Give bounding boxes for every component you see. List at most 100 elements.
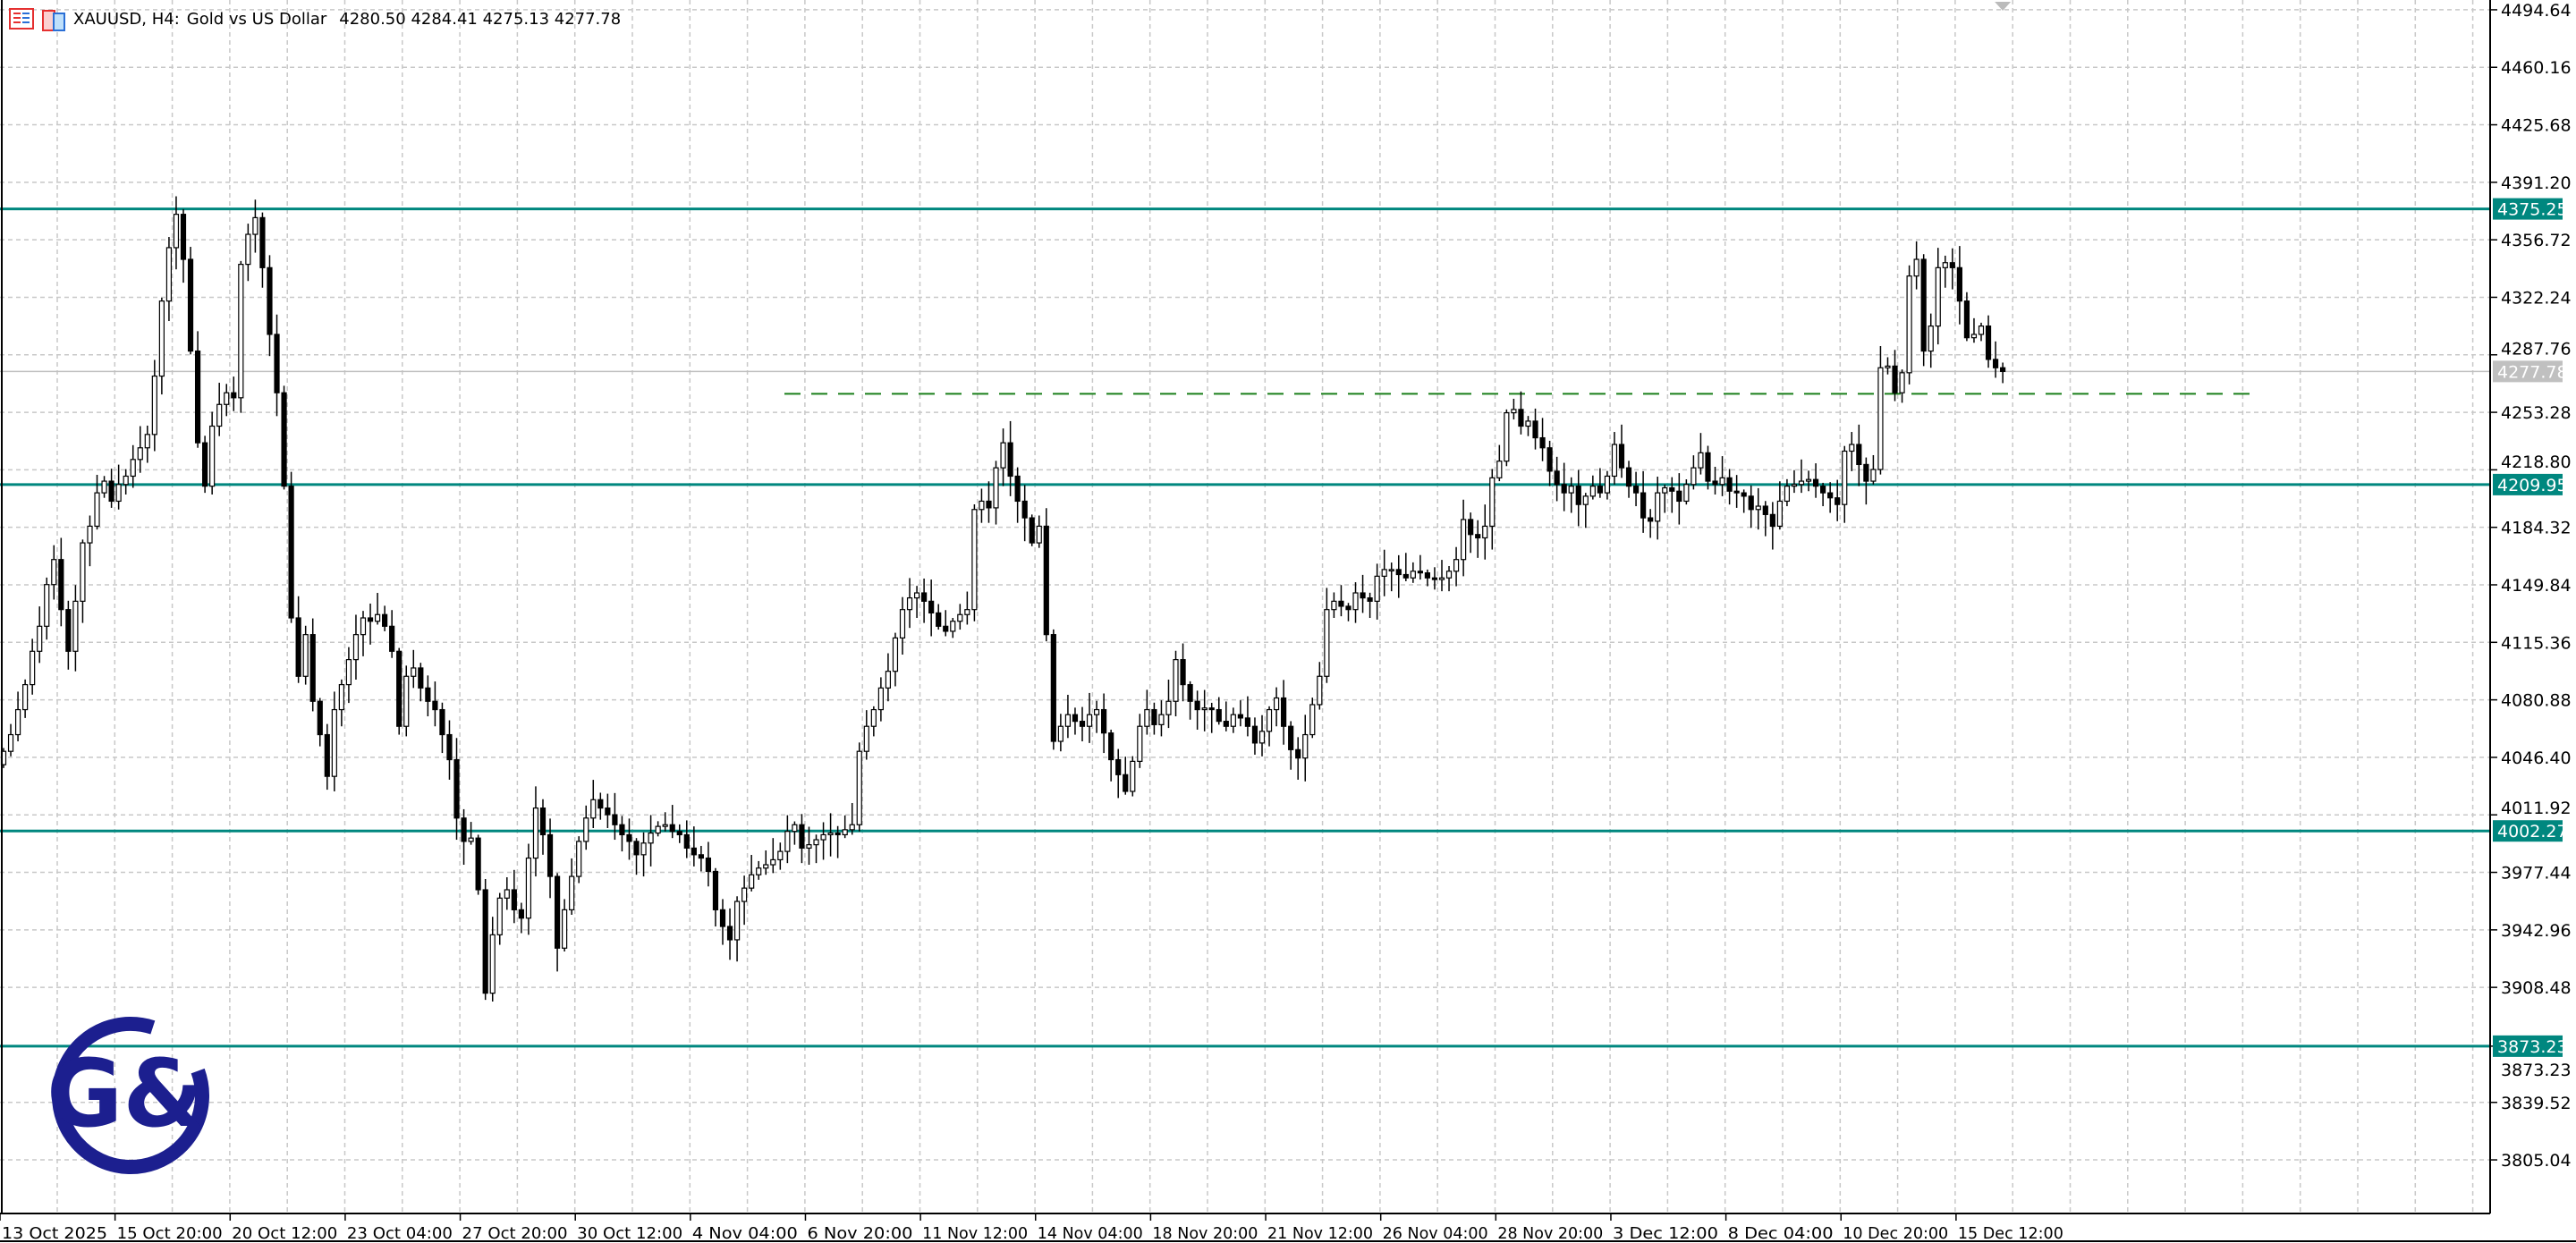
- candle-bearish: [461, 817, 467, 842]
- candle-bullish: [655, 825, 661, 834]
- candle-bullish: [1137, 725, 1143, 762]
- candle-bullish: [1165, 700, 1172, 715]
- candle-bullish: [1273, 697, 1280, 711]
- x-tick-label: 28 Nov 20:00: [1497, 1224, 1603, 1243]
- candle-bearish: [202, 442, 208, 487]
- candle-bullish: [173, 214, 180, 249]
- x-tick-label: 3 Dec 12:00: [1613, 1224, 1718, 1243]
- candle-bullish: [374, 613, 381, 622]
- candles: [0, 196, 2006, 1002]
- candle-bullish: [770, 858, 776, 866]
- y-tick-label: 4046.40: [2501, 748, 2572, 768]
- candle-bullish: [411, 667, 417, 677]
- candle-bearish: [1014, 475, 1021, 503]
- candle-bearish: [1640, 492, 1647, 519]
- x-tick-label: 6 Nov 20:00: [807, 1224, 912, 1243]
- candle-bearish: [58, 559, 64, 611]
- candle-bullish: [525, 857, 532, 919]
- candle-bearish: [108, 480, 114, 503]
- candle-bullish: [784, 831, 791, 852]
- candle-bearish: [382, 613, 388, 627]
- y-tick-label: 4287.76: [2501, 339, 2572, 359]
- candle-bearish: [1741, 492, 1747, 497]
- candle-bullish: [1093, 708, 1100, 715]
- candle-bearish: [691, 847, 697, 856]
- candle-bullish: [1258, 731, 1266, 744]
- candle-bullish: [583, 817, 589, 842]
- candle-bearish: [1561, 484, 1567, 494]
- candle-bearish: [187, 258, 194, 352]
- candle-bullish: [877, 687, 884, 711]
- candle-bearish: [1007, 442, 1013, 478]
- y-tick-label: 4494.64: [2501, 1, 2572, 21]
- candle-bullish: [885, 671, 892, 689]
- candle-bearish: [1827, 492, 1834, 499]
- candle-bullish: [87, 525, 93, 544]
- candle-bullish: [1870, 469, 1877, 482]
- level-price-tag: [2493, 198, 2563, 220]
- candle-bullish: [1942, 262, 1948, 268]
- candle-bullish: [1755, 505, 1761, 511]
- candle-bearish: [1618, 444, 1625, 469]
- objects-icon[interactable]: [41, 8, 66, 31]
- candle-bullish: [489, 934, 496, 994]
- candle-bearish: [605, 808, 611, 816]
- candle-bearish: [180, 214, 187, 260]
- candle-bearish: [1417, 571, 1423, 574]
- candle-bearish: [799, 824, 805, 849]
- candle-bullish: [1568, 486, 1574, 494]
- candle-bullish: [792, 824, 798, 833]
- candle-bullish: [1604, 475, 1611, 494]
- candle-bearish: [1079, 721, 1086, 727]
- candle-bullish: [749, 874, 755, 889]
- candle-bullish: [331, 708, 337, 777]
- candle-bullish: [1978, 326, 1985, 335]
- candle-bullish: [1317, 675, 1323, 706]
- x-tick-label: 13 Oct 2025: [2, 1224, 107, 1243]
- candle-bearish: [1669, 486, 1675, 492]
- y-tick-label: 3908.48: [2501, 978, 2572, 998]
- candle-bearish: [1108, 732, 1114, 761]
- candle-bearish: [1812, 478, 1819, 487]
- candle-bullish: [345, 659, 352, 686]
- candle-bullish: [1655, 492, 1661, 522]
- candle-bearish: [1539, 436, 1546, 449]
- candle-bearish: [1920, 258, 1927, 352]
- y-tick-label: 4425.68: [2501, 116, 2572, 136]
- x-tick-label: 15 Oct 20:00: [117, 1224, 223, 1243]
- candle-bullish: [1928, 326, 1934, 352]
- candle-bearish: [518, 909, 524, 919]
- candle-bearish: [1892, 365, 1898, 393]
- candle-bearish: [432, 700, 438, 711]
- candle-bullish: [777, 850, 784, 861]
- y-tick-label: 4356.72: [2501, 231, 2572, 250]
- candle-bullish: [562, 909, 568, 949]
- candle-bearish: [231, 392, 237, 399]
- candle-bullish: [338, 683, 344, 711]
- candle-bearish: [554, 875, 561, 949]
- candle-bearish: [669, 824, 675, 833]
- x-tick-label: 21 Nov 12:00: [1267, 1224, 1373, 1243]
- candle-bullish: [302, 634, 309, 677]
- candle-bullish: [1482, 525, 1488, 539]
- candle-bullish: [842, 829, 848, 836]
- x-tick-label: 11 Nov 12:00: [922, 1224, 1028, 1243]
- candle-bearish: [1151, 708, 1157, 725]
- candle-bullish: [1690, 467, 1697, 486]
- candle-bullish: [1525, 420, 1531, 427]
- candle-bullish: [1201, 707, 1208, 711]
- level-price-label: 3873.23: [2497, 1037, 2568, 1057]
- candle-bearish: [1216, 708, 1222, 723]
- y-tick-label: 4080.88: [2501, 691, 2572, 711]
- x-tick-label: 10 Dec 20:00: [1843, 1224, 1948, 1243]
- candle-bearish: [1244, 717, 1251, 727]
- candle-bullish: [1791, 484, 1798, 487]
- candle-bearish: [274, 334, 280, 393]
- candle-bullish: [756, 867, 762, 875]
- candle-bearish: [1820, 486, 1826, 494]
- y-tick-label: 4253.28: [2501, 403, 2572, 423]
- grid: [0, 0, 2490, 1213]
- candle-bullish: [806, 844, 812, 849]
- market-watch-icon[interactable]: [9, 8, 34, 30]
